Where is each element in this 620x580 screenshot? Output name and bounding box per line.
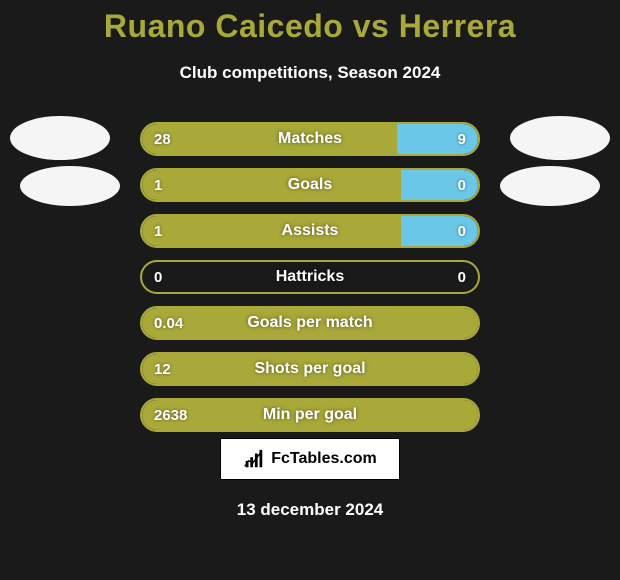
stat-bar-left-fill <box>142 400 478 430</box>
stat-bar-left-fill <box>142 354 478 384</box>
stat-value-right: 0 <box>458 170 466 200</box>
stat-bar-left-fill <box>142 170 401 200</box>
branding-text: FcTables.com <box>271 450 377 468</box>
footer-date: 13 december 2024 <box>0 500 620 520</box>
stat-bar-right-fill <box>401 170 478 200</box>
stat-value-right: 9 <box>458 124 466 154</box>
player-right-name: Herrera <box>399 8 516 44</box>
comparison-bars: 289Matches10Goals10Assists00Hattricks0.0… <box>140 122 480 444</box>
comparison-title: Ruano Caicedo vs Herrera <box>0 0 620 45</box>
stat-value-left: 12 <box>154 354 171 384</box>
stat-bar-left-fill <box>142 124 397 154</box>
stat-bar: 289Matches <box>140 122 480 156</box>
stat-value-left: 0.04 <box>154 308 183 338</box>
stat-value-right: 0 <box>458 216 466 246</box>
vs-text: vs <box>353 8 390 44</box>
stat-bar-right-fill <box>401 216 478 246</box>
stat-value-left: 1 <box>154 170 162 200</box>
stat-bar-left-fill <box>142 308 478 338</box>
player-left-avatar-1 <box>10 116 110 160</box>
stat-bar: 10Goals <box>140 168 480 202</box>
stat-bar-left-fill <box>142 216 401 246</box>
player-left-name: Ruano Caicedo <box>104 8 343 44</box>
stat-value-left: 1 <box>154 216 162 246</box>
stat-bar: 2638Min per goal <box>140 398 480 432</box>
player-left-avatar-2 <box>20 166 120 206</box>
stat-value-right: 0 <box>458 262 466 292</box>
branding-box: FcTables.com <box>220 438 400 480</box>
player-right-avatar-1 <box>510 116 610 160</box>
stat-value-left: 0 <box>154 262 162 292</box>
stat-bar: 0.04Goals per match <box>140 306 480 340</box>
stat-bar: 0 0Hattricks <box>140 260 480 294</box>
stat-value-left: 2638 <box>154 400 187 430</box>
subtitle: Club competitions, Season 2024 <box>0 63 620 83</box>
chart-icon <box>243 448 265 470</box>
player-right-avatar-2 <box>500 166 600 206</box>
stat-bar: 12Shots per goal <box>140 352 480 386</box>
stat-bar: 10Assists <box>140 214 480 248</box>
stat-value-left: 28 <box>154 124 171 154</box>
stat-label: Hattricks <box>142 262 478 292</box>
